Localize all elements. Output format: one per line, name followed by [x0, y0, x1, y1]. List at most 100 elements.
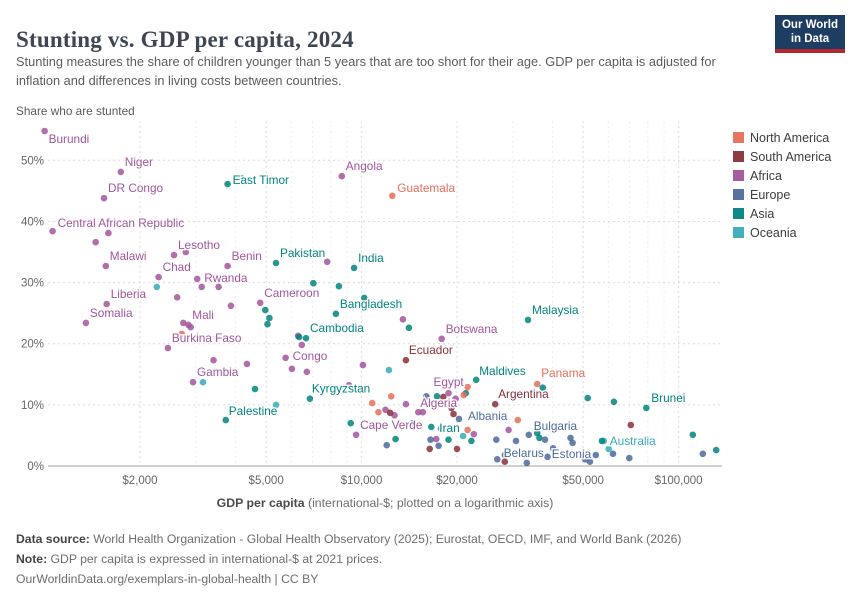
- data-point[interactable]: [541, 436, 549, 444]
- data-point[interactable]: [536, 434, 543, 442]
- data-point[interactable]: [435, 442, 442, 450]
- data-point-burkina-faso[interactable]: [164, 344, 172, 352]
- data-point-kyrgyzstan[interactable]: [306, 395, 314, 403]
- data-point-palestine[interactable]: [222, 416, 230, 424]
- data-point[interactable]: [392, 435, 399, 443]
- data-point-estonia[interactable]: [592, 451, 600, 459]
- data-point[interactable]: [251, 385, 259, 393]
- data-point-benin[interactable]: [224, 262, 231, 270]
- data-point[interactable]: [182, 248, 190, 256]
- data-point[interactable]: [468, 437, 475, 445]
- data-point[interactable]: [419, 408, 427, 416]
- data-point[interactable]: [199, 378, 207, 386]
- data-point[interactable]: [347, 419, 355, 427]
- data-point-malawi[interactable]: [102, 262, 110, 270]
- data-point[interactable]: [178, 330, 186, 338]
- data-point[interactable]: [335, 282, 343, 290]
- data-point-botswana[interactable]: [438, 335, 446, 343]
- data-point-cape-verde[interactable]: [352, 431, 360, 439]
- data-point[interactable]: [440, 393, 447, 401]
- data-point[interactable]: [215, 283, 222, 291]
- data-point-belarus[interactable]: [523, 459, 531, 467]
- data-point[interactable]: [549, 445, 557, 452]
- data-point[interactable]: [153, 283, 161, 291]
- data-point-angola[interactable]: [338, 172, 346, 180]
- data-point[interactable]: [569, 439, 576, 447]
- data-point[interactable]: [493, 436, 500, 444]
- data-point[interactable]: [501, 451, 509, 459]
- legend-item-europe[interactable]: Europe: [733, 185, 831, 204]
- data-point[interactable]: [359, 361, 367, 369]
- data-point-cameroon[interactable]: [256, 299, 264, 307]
- data-point[interactable]: [450, 410, 457, 418]
- data-point-albania[interactable]: [455, 415, 463, 423]
- data-point-central-african-republic[interactable]: [49, 227, 56, 235]
- data-point[interactable]: [437, 425, 445, 433]
- data-point-niger[interactable]: [117, 168, 125, 176]
- data-point[interactable]: [288, 365, 296, 373]
- legend-item-oceania[interactable]: Oceania: [733, 223, 831, 242]
- legend-item-africa[interactable]: Africa: [733, 166, 831, 185]
- data-point-east-timor[interactable]: [224, 180, 231, 188]
- data-point[interactable]: [295, 333, 303, 341]
- data-point-lesotho[interactable]: [170, 251, 178, 259]
- data-point[interactable]: [383, 441, 391, 449]
- data-point-chad[interactable]: [155, 273, 162, 281]
- data-point[interactable]: [310, 279, 317, 287]
- data-point[interactable]: [402, 400, 410, 408]
- data-point[interactable]: [584, 394, 591, 402]
- data-point[interactable]: [514, 416, 522, 424]
- data-point[interactable]: [433, 393, 441, 400]
- data-point[interactable]: [262, 306, 269, 314]
- data-point[interactable]: [689, 431, 697, 439]
- data-point[interactable]: [198, 283, 205, 291]
- data-point-brunei[interactable]: [643, 404, 650, 412]
- data-point[interactable]: [375, 408, 382, 416]
- data-point[interactable]: [385, 366, 393, 374]
- data-point-congo[interactable]: [282, 354, 289, 362]
- data-point[interactable]: [605, 445, 612, 453]
- data-point-malaysia[interactable]: [524, 316, 532, 324]
- data-point-gambia[interactable]: [189, 378, 197, 386]
- data-point-argentina[interactable]: [491, 400, 499, 408]
- data-point-cambodia[interactable]: [302, 334, 310, 342]
- legend-item-asia[interactable]: Asia: [733, 204, 831, 223]
- data-point[interactable]: [427, 436, 434, 444]
- data-point[interactable]: [712, 446, 720, 454]
- data-point[interactable]: [453, 445, 461, 453]
- data-point[interactable]: [386, 409, 394, 417]
- data-point[interactable]: [92, 238, 99, 246]
- data-point[interactable]: [266, 314, 273, 322]
- data-point[interactable]: [505, 426, 512, 434]
- data-point[interactable]: [105, 229, 112, 237]
- data-point[interactable]: [368, 399, 376, 407]
- data-point-india[interactable]: [350, 264, 358, 272]
- data-point[interactable]: [470, 430, 478, 438]
- data-point[interactable]: [432, 435, 440, 443]
- data-point[interactable]: [501, 458, 509, 466]
- data-point[interactable]: [586, 458, 594, 466]
- data-point[interactable]: [210, 356, 217, 364]
- data-point[interactable]: [361, 294, 368, 302]
- data-point[interactable]: [399, 316, 407, 323]
- data-point[interactable]: [598, 437, 606, 445]
- data-point[interactable]: [228, 368, 236, 376]
- data-point[interactable]: [387, 393, 395, 400]
- data-point[interactable]: [173, 294, 181, 301]
- data-point[interactable]: [409, 419, 417, 427]
- data-point[interactable]: [323, 258, 331, 266]
- data-point-liberia[interactable]: [103, 300, 110, 308]
- data-point[interactable]: [512, 437, 520, 445]
- data-point-panama[interactable]: [533, 380, 541, 388]
- data-point[interactable]: [464, 383, 471, 391]
- data-point[interactable]: [610, 398, 618, 406]
- data-point-guatemala[interactable]: [389, 192, 396, 200]
- data-point[interactable]: [494, 456, 501, 463]
- data-point[interactable]: [180, 319, 187, 327]
- data-point-pakistan[interactable]: [272, 259, 280, 267]
- data-point-bulgaria[interactable]: [525, 431, 533, 439]
- data-point-bangladesh[interactable]: [332, 310, 340, 318]
- data-point[interactable]: [452, 395, 459, 403]
- data-point[interactable]: [303, 368, 311, 376]
- data-point-somalia[interactable]: [82, 319, 90, 327]
